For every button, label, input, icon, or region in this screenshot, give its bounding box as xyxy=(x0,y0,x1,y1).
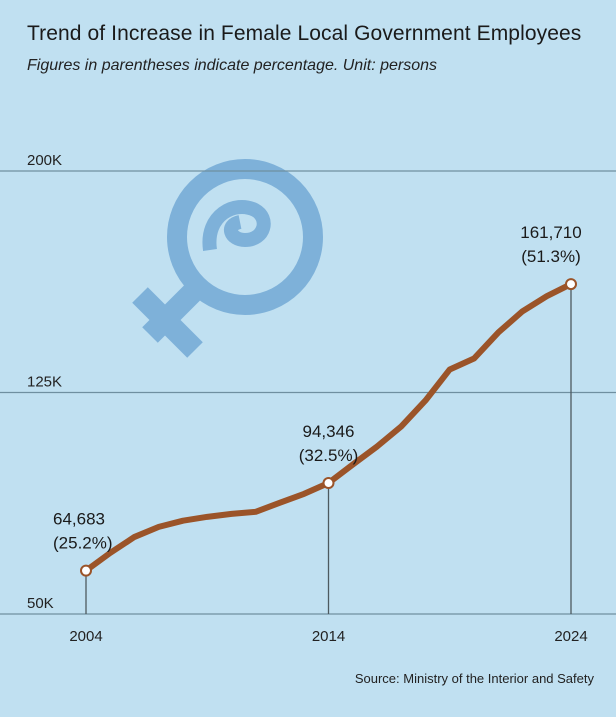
x-tick-label: 2004 xyxy=(69,628,102,645)
data-label-percent: (51.3%) xyxy=(521,247,581,266)
highlight-point xyxy=(565,278,577,291)
y-tick-label: 200K xyxy=(27,152,62,169)
x-tick-label: 2014 xyxy=(312,628,345,645)
x-tick-label: 2024 xyxy=(554,628,587,645)
highlight-point xyxy=(322,477,335,490)
data-label-percent: (25.2%) xyxy=(53,534,113,553)
y-tick-label: 50K xyxy=(27,595,54,612)
data-label-value: 64,683 xyxy=(53,510,105,529)
data-label-value: 94,346 xyxy=(303,422,355,441)
data-label-value: 161,710 xyxy=(520,223,581,242)
chart-title: Trend of Increase in Female Local Govern… xyxy=(27,22,582,45)
female-symbol-icon xyxy=(132,159,323,358)
y-tick-label: 125K xyxy=(27,374,62,391)
source-note: Source: Ministry of the Interior and Saf… xyxy=(354,671,594,686)
highlight-point xyxy=(80,564,92,577)
data-label-percent: (32.5%) xyxy=(299,446,359,465)
chart-subtitle: Figures in parentheses indicate percenta… xyxy=(27,57,438,74)
